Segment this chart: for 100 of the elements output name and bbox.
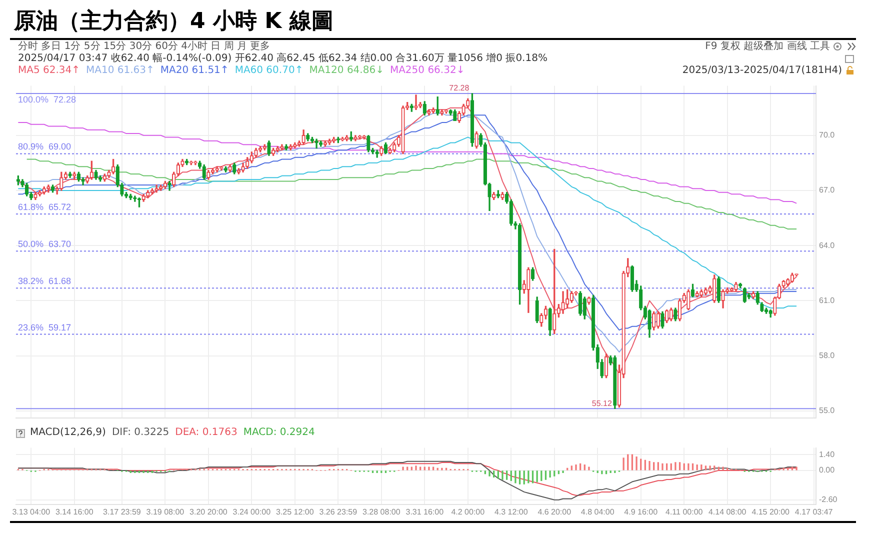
candlestick — [184, 158, 189, 166]
y-tick-label: -2.60 — [819, 495, 838, 504]
candlestick — [773, 296, 777, 316]
candlestick — [267, 140, 271, 156]
candlestick — [414, 94, 418, 110]
candlestick — [530, 267, 535, 281]
x-tick-label: 3.26 23:59 — [319, 507, 358, 516]
candlestick — [142, 194, 146, 202]
candlestick — [328, 138, 332, 145]
candlestick — [660, 311, 664, 329]
candlestick — [50, 184, 55, 193]
x-tick-label: 3.14 16:00 — [55, 507, 94, 516]
y-tick-label: 61.0 — [819, 296, 836, 305]
candlestick — [674, 308, 678, 322]
y-tick-label: 1.40 — [819, 450, 836, 459]
annotation: 72.28 — [449, 84, 470, 93]
candlestick — [306, 133, 310, 142]
y-tick-label: 64.0 — [819, 240, 836, 250]
x-tick-label: 4.3 12:00 — [494, 507, 528, 516]
text: MACD: 0.2924 — [243, 427, 315, 439]
candlestick — [206, 170, 210, 180]
text: MA60 60.70↑ — [234, 65, 304, 77]
candlestick — [241, 162, 245, 172]
ref-line-label: 38.2% 61.68 — [18, 276, 72, 286]
y-tick-label: 67.0 — [819, 186, 836, 195]
candlestick — [656, 311, 660, 329]
candlestick — [695, 291, 699, 298]
x-tick-label: 4.8 04:00 — [580, 507, 615, 516]
candlestick — [366, 135, 370, 152]
candlestick — [46, 184, 50, 193]
candlestick — [474, 131, 478, 149]
x-tick-label: 3.28 08:00 — [362, 507, 401, 516]
candlestick — [107, 170, 111, 178]
candlestick — [768, 310, 772, 318]
candlestick — [578, 291, 582, 316]
candlestick — [340, 136, 344, 142]
candlestick — [648, 310, 652, 338]
text: 2025/04/17 03:47 收62.40 幅-0.14%(-0.09) 开62.40 高62.45 低62.34 结0.00 合31.60万 量1056 增0 振0.18% — [18, 53, 548, 65]
candlestick — [552, 248, 556, 334]
candlestick — [189, 160, 193, 166]
candlestick — [332, 136, 336, 144]
text: MA5 62.34↑ — [18, 65, 80, 77]
candlestick — [700, 289, 704, 298]
candlestick — [34, 192, 38, 200]
text: 2025/03/13-2025/04/17(181H4) — [682, 65, 842, 77]
candlestick — [686, 289, 690, 310]
candlestick — [712, 274, 716, 303]
candlestick — [630, 265, 634, 292]
candlestick — [509, 199, 513, 226]
candlestick — [734, 282, 738, 292]
candlestick — [587, 296, 591, 305]
candlestick — [228, 164, 232, 172]
y-tick-label: 70.0 — [819, 130, 836, 140]
candlestick — [504, 192, 509, 204]
candlestick — [280, 144, 284, 150]
ref-line-label: 50.0% 63.70 — [18, 239, 72, 250]
candlestick — [102, 174, 106, 182]
candlestick — [168, 180, 172, 191]
candlestick — [742, 287, 746, 303]
annotation: 55.12 — [592, 398, 612, 408]
candlestick — [726, 287, 730, 294]
candlestick — [777, 284, 782, 300]
candlestick — [678, 298, 682, 322]
x-tick-label: 4.15 20:00 — [752, 507, 790, 516]
candlestick — [604, 354, 608, 378]
candlestick — [652, 311, 656, 330]
text: F9 复权 超级叠加 画线 工具 — [705, 41, 830, 53]
candlestick — [271, 148, 276, 156]
candlestick — [176, 162, 180, 176]
candlestick — [548, 308, 552, 336]
y-tick-label: 0.00 — [819, 466, 836, 475]
candlestick — [354, 135, 358, 142]
candlestick — [716, 276, 721, 303]
candlestick — [194, 160, 198, 166]
candlestick — [392, 142, 396, 152]
candlestick — [613, 355, 617, 409]
ref-line-label: 100.0% 72.28 — [18, 94, 76, 104]
text: 分时 多日 1分 5分 15分 30分 60分 4小时 日 周 月 更多 — [18, 41, 270, 53]
text: MA20 61.51↑ — [160, 65, 229, 77]
candlestick — [738, 282, 742, 288]
candlestick — [570, 291, 574, 303]
x-tick-label: 3.19 08:00 — [146, 507, 185, 516]
text: MA10 61.63↑ — [86, 65, 154, 77]
candlestick — [293, 142, 297, 149]
candlestick — [470, 93, 474, 147]
x-tick-label: 4.11 00:00 — [666, 507, 704, 516]
candlestick — [302, 130, 306, 145]
x-tick-label: 3.17 23:59 — [103, 507, 142, 516]
candlestick — [518, 223, 522, 305]
candlestick — [479, 133, 483, 147]
candlestick — [154, 184, 158, 193]
candlestick — [232, 162, 236, 174]
candlestick — [721, 289, 725, 308]
candlestick — [172, 172, 176, 188]
x-tick-label: 3.31 16:00 — [406, 507, 444, 516]
candlestick — [751, 291, 756, 300]
candlestick — [116, 164, 120, 188]
ref-line-label: 61.8% 65.72 — [18, 202, 72, 212]
candlestick — [314, 138, 318, 149]
candlestick — [747, 292, 751, 300]
